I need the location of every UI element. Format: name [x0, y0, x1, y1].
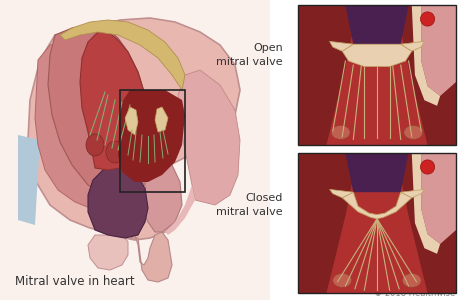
Ellipse shape	[402, 273, 420, 287]
Polygon shape	[395, 153, 455, 293]
Polygon shape	[88, 235, 128, 270]
Polygon shape	[0, 0, 269, 300]
Polygon shape	[329, 41, 353, 51]
Polygon shape	[395, 5, 455, 145]
Polygon shape	[341, 44, 411, 67]
Polygon shape	[400, 189, 424, 198]
Polygon shape	[88, 165, 148, 238]
Polygon shape	[345, 153, 408, 192]
Polygon shape	[48, 25, 148, 195]
Polygon shape	[297, 153, 357, 293]
Bar	[120, 90, 185, 192]
Text: Closed
mitral valve: Closed mitral valve	[216, 194, 282, 217]
Circle shape	[420, 160, 434, 174]
Polygon shape	[411, 5, 439, 106]
Polygon shape	[60, 20, 185, 90]
Ellipse shape	[403, 125, 422, 140]
Polygon shape	[420, 5, 455, 96]
Polygon shape	[130, 232, 172, 282]
Text: Mitral valve in heart: Mitral valve in heart	[15, 275, 134, 288]
Polygon shape	[28, 18, 240, 240]
Polygon shape	[345, 5, 408, 44]
Ellipse shape	[332, 273, 351, 287]
Ellipse shape	[86, 134, 104, 156]
Bar	[297, 153, 455, 293]
Polygon shape	[178, 70, 240, 205]
Text: © 2018 Healthwise: © 2018 Healthwise	[373, 289, 454, 298]
Polygon shape	[35, 42, 95, 208]
Polygon shape	[118, 90, 185, 182]
Text: Open
mitral valve: Open mitral valve	[216, 44, 282, 67]
Polygon shape	[125, 107, 138, 135]
Bar	[297, 5, 455, 145]
Polygon shape	[155, 107, 168, 132]
Polygon shape	[297, 5, 357, 145]
Polygon shape	[411, 153, 439, 254]
Polygon shape	[80, 32, 148, 172]
Polygon shape	[145, 95, 155, 162]
Ellipse shape	[106, 141, 124, 163]
Polygon shape	[138, 158, 148, 188]
Polygon shape	[329, 189, 353, 198]
Polygon shape	[138, 158, 182, 232]
Polygon shape	[400, 41, 424, 51]
Polygon shape	[165, 185, 195, 235]
Polygon shape	[420, 153, 455, 244]
Bar	[297, 5, 455, 145]
Circle shape	[420, 12, 434, 26]
Polygon shape	[341, 192, 411, 219]
Polygon shape	[0, 30, 18, 280]
Ellipse shape	[330, 125, 349, 140]
Polygon shape	[18, 135, 40, 225]
Bar	[297, 153, 455, 293]
